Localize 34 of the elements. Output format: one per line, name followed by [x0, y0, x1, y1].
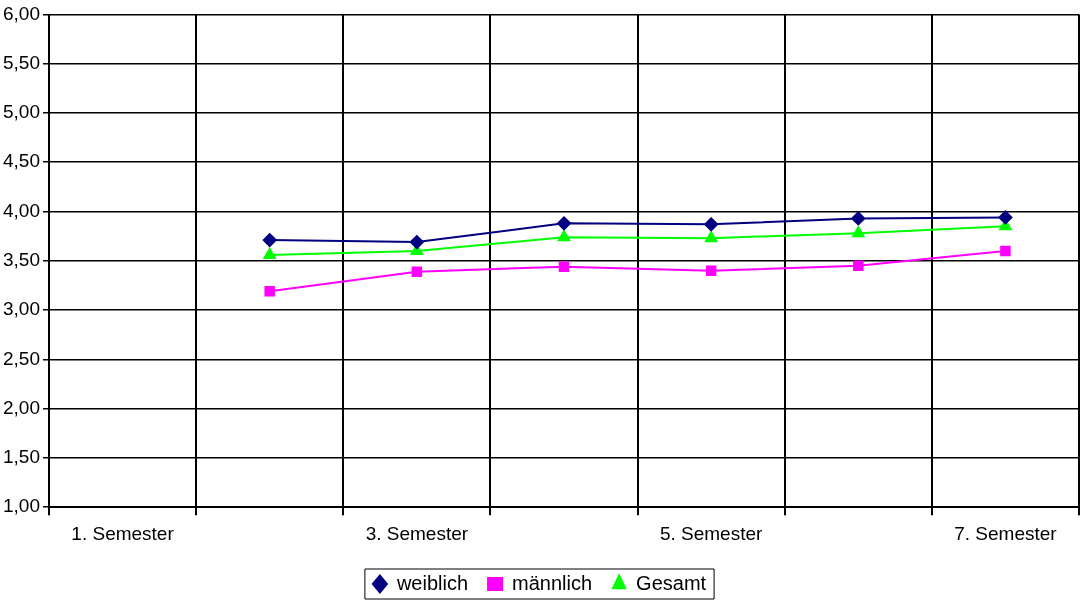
point: [557, 230, 571, 242]
point: [262, 233, 277, 248]
point: [411, 266, 423, 277]
y-tick-label: 4,50: [3, 150, 40, 172]
y-tick-label: 4,00: [3, 199, 40, 221]
point: [556, 216, 571, 231]
x-tick-label: 3. Semester: [365, 522, 469, 544]
point: [705, 265, 717, 276]
point: [998, 210, 1013, 225]
x-tick-label: 1. Semester: [71, 522, 175, 544]
y-tick-label: 3,50: [3, 249, 40, 271]
point: [409, 235, 424, 250]
y-tick-label: 5,00: [3, 101, 40, 123]
legend-label: Gesamt: [636, 571, 707, 594]
y-tick-label: 1,50: [3, 446, 40, 468]
legend-label: männlich: [512, 571, 593, 594]
point: [704, 231, 718, 243]
point: [852, 226, 865, 238]
point: [853, 260, 864, 271]
x-tick-label: 5. Semester: [659, 522, 764, 544]
point: [851, 211, 866, 226]
y-tick-label: 2,00: [3, 396, 40, 418]
x-tick-label: 7. Semester: [954, 522, 1058, 544]
point: [263, 247, 276, 259]
point: [264, 286, 275, 297]
point: [558, 261, 570, 272]
y-tick-label: 2,50: [3, 347, 40, 369]
y-tick-label: 1,00: [3, 495, 40, 517]
point: [704, 217, 719, 232]
y-tick-label: 3,00: [3, 298, 40, 320]
y-tick-label: 5,50: [3, 51, 40, 73]
legend-label: weiblich: [395, 571, 469, 594]
point: [1000, 245, 1011, 257]
y-tick-label: 6,00: [3, 2, 40, 24]
